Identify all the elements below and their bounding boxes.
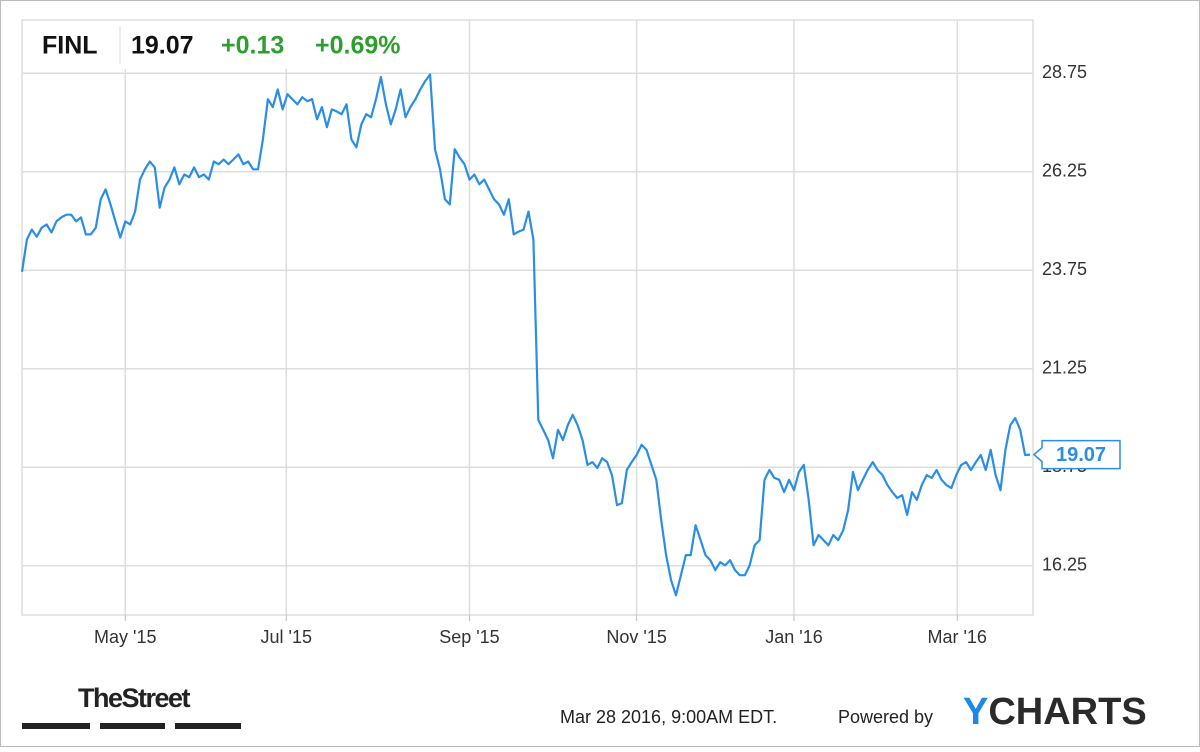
last-price-tag: 19.07 [1032,439,1121,470]
x-tick-label: Sep '15 [439,627,500,647]
brand: TheStreet [78,683,191,713]
price-line [20,73,1031,597]
brand-bar [175,723,241,729]
powered-by: Powered by [838,707,933,727]
y-tick-label: 16.25 [1042,554,1087,574]
symbol: FINL [42,32,98,60]
x-tick-label: Jul '15 [261,627,312,647]
change-percent: +0.69% [315,32,401,60]
quote-header: FINL 19.07 +0.13 +0.69% [23,21,440,69]
x-tick-label: Mar '16 [927,627,986,647]
logo-y: Y [963,691,988,733]
footer: TheStreet Mar 28 2016, 9:00AM EDT. Power… [22,683,1147,733]
last-price-label: 19.07 [1056,444,1106,466]
marks: 19.07 [20,73,1121,597]
x-tick-label: Jan '16 [765,627,822,647]
ycharts-logo: YCHARTS [963,691,1147,733]
y-tick-label: 28.75 [1042,62,1087,82]
price: 19.07 [131,32,194,60]
quote-box [23,21,440,69]
change: +0.13 [221,32,284,60]
tag-box [1032,439,1121,470]
y-tick-label: 23.75 [1042,259,1087,279]
timestamp: Mar 28 2016, 9:00AM EDT. [560,707,777,727]
plot-area [21,19,1034,616]
brand-bar [22,723,90,729]
x-tick-label: May '15 [94,627,156,647]
brand-bar [100,723,165,729]
logo-rest: CHARTS [988,691,1146,733]
y-tick-label: 26.25 [1042,160,1087,180]
y-tick-label: 21.25 [1042,357,1087,377]
x-tick-label: Nov '15 [606,627,666,647]
